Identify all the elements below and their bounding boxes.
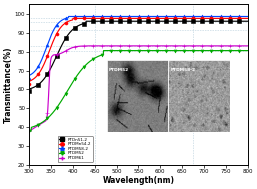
PTDn51-2: [157, 20, 160, 22]
PTDMn54-2: [174, 17, 177, 19]
PTDM58-2: [174, 15, 177, 18]
PTDM58-2: [127, 15, 130, 18]
PTDM58-2: [157, 15, 160, 18]
PTDM52: [192, 50, 196, 52]
PTDM52: [157, 50, 160, 52]
PTDM58-2: [246, 15, 249, 18]
PTDn51-2: [246, 20, 249, 22]
PTDM61: [192, 45, 196, 47]
PTDn51-2: [85, 20, 88, 22]
PTDMn54-2: [28, 83, 31, 85]
Text: PTDM58-2: PTDM58-2: [170, 68, 195, 72]
PTDMn54-2: [127, 17, 130, 19]
PTDM61: [157, 45, 160, 47]
PTDM58-2: [84, 15, 87, 18]
PTDM58-2: [67, 15, 70, 18]
PTDM61: [246, 45, 249, 47]
PTDn51-2: [192, 20, 196, 22]
PTDM61: [127, 45, 130, 47]
Line: PTDM61: PTDM61: [28, 44, 249, 133]
PTDM61: [28, 130, 31, 132]
PTDM58-2: [66, 17, 69, 19]
PTDM52: [66, 89, 69, 91]
PTDM52: [28, 130, 31, 132]
Line: PTDM58-2: PTDM58-2: [28, 15, 249, 80]
PTDM61: [174, 45, 177, 47]
PTDM61: [85, 45, 88, 47]
PTDn51-2: [174, 20, 177, 22]
PTDMn54-2: [246, 17, 249, 19]
Legend: PTDn51-2, PTDMn54-2, PTDM58-2, PTDM52, PTDM61: PTDn51-2, PTDMn54-2, PTDM58-2, PTDM52, P…: [58, 136, 93, 162]
PTDM52: [246, 50, 249, 52]
Line: PTDn51-2: PTDn51-2: [28, 20, 249, 93]
PTDM52: [102, 50, 105, 52]
PTDM52: [84, 64, 87, 67]
PTDMn54-2: [157, 17, 160, 19]
PTDMn54-2: [84, 17, 87, 19]
PTDn51-2: [127, 20, 130, 22]
PTDn51-2: [84, 22, 87, 24]
PTDMn54-2: [66, 20, 69, 23]
PTDn51-2: [28, 90, 31, 92]
Y-axis label: Transmittance(%): Transmittance(%): [4, 46, 13, 123]
PTDMn54-2: [192, 17, 196, 19]
PTDM61: [84, 45, 87, 47]
PTDM58-2: [28, 77, 31, 79]
X-axis label: Wavelength(nm): Wavelength(nm): [102, 176, 175, 185]
PTDM61: [66, 49, 69, 51]
Text: PTDM52: PTDM52: [108, 68, 129, 72]
PTDM52: [127, 50, 130, 52]
PTDM58-2: [192, 15, 196, 18]
Line: PTDM52: PTDM52: [28, 49, 249, 133]
PTDM52: [174, 50, 177, 52]
PTDMn54-2: [71, 17, 75, 19]
Line: PTDMn54-2: PTDMn54-2: [28, 17, 249, 85]
PTDn51-2: [66, 34, 69, 36]
